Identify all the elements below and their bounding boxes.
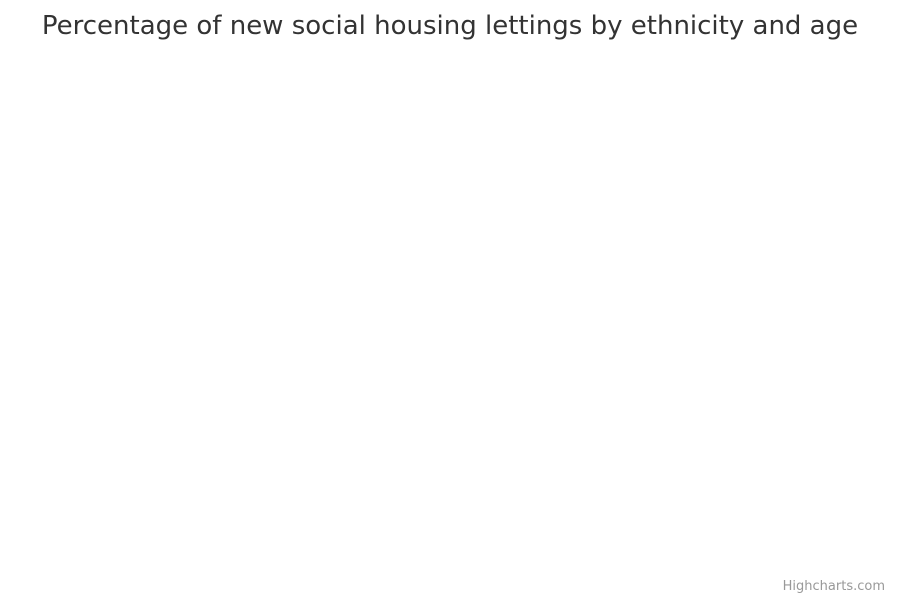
- plot-area: [10, 90, 890, 560]
- chart-title: Percentage of new social housing letting…: [41, 11, 859, 41]
- credits-link[interactable]: Highcharts.com: [782, 579, 885, 594]
